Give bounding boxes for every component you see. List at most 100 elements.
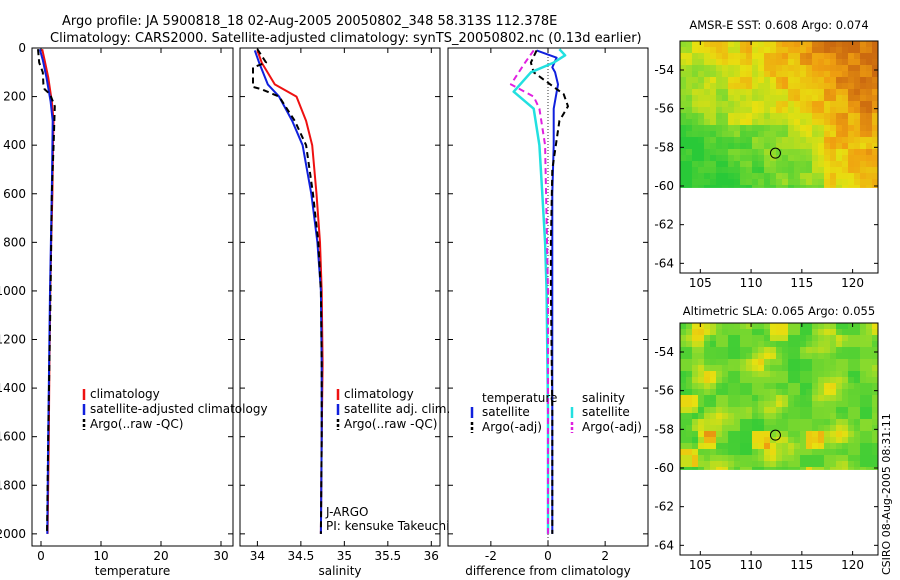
heatmap-cell — [764, 125, 770, 131]
heatmap-cell — [716, 41, 722, 47]
heatmap-cell — [770, 89, 776, 95]
heatmap-cell — [782, 149, 788, 155]
heatmap-cell — [794, 359, 800, 365]
heatmap-cell — [818, 359, 824, 365]
heatmap-cell — [740, 149, 746, 155]
heatmap-cell — [728, 377, 734, 383]
heatmap-cell — [836, 467, 842, 470]
heatmap-cell — [782, 395, 788, 401]
heatmap-cell — [764, 461, 770, 467]
heatmap-cell — [782, 125, 788, 131]
heatmap-cell — [800, 101, 806, 107]
heatmap-cell — [740, 347, 746, 353]
heatmap-cell — [854, 83, 860, 89]
heatmap-cell — [860, 329, 866, 335]
heatmap-cell — [722, 371, 728, 377]
heatmap-cell — [734, 359, 740, 365]
heatmap-cell — [740, 83, 746, 89]
heatmap-cell — [746, 173, 752, 179]
heatmap-cell — [764, 341, 770, 347]
heatmap-cell — [722, 347, 728, 353]
heatmap-cell — [758, 341, 764, 347]
heatmap-cell — [866, 419, 872, 425]
heatmap-cell — [788, 185, 794, 188]
heatmap-cell — [788, 467, 794, 470]
heatmap-cell — [710, 77, 716, 83]
heatmap-cell — [848, 413, 854, 419]
heatmap-cell — [848, 431, 854, 437]
heatmap-cell — [824, 89, 830, 95]
heatmap-cell — [692, 47, 698, 53]
heatmap-cell — [866, 185, 872, 188]
heatmap-cell — [692, 95, 698, 101]
heatmap-cell — [776, 389, 782, 395]
heatmap-cell — [872, 137, 878, 143]
heatmap-cell — [842, 101, 848, 107]
heatmap-cell — [740, 455, 746, 461]
heatmap-cell — [728, 131, 734, 137]
heatmap-cell — [806, 431, 812, 437]
heatmap-cell — [698, 143, 704, 149]
heatmap-cell — [728, 401, 734, 407]
heatmap-cell — [710, 113, 716, 119]
heatmap-cell — [728, 71, 734, 77]
heatmap-cell — [872, 41, 878, 47]
heatmap-cell — [854, 143, 860, 149]
heatmap-cell — [704, 377, 710, 383]
heatmap-cell — [686, 41, 692, 47]
heatmap-cell — [806, 95, 812, 101]
heatmap-cell — [686, 389, 692, 395]
heatmap-cell — [848, 53, 854, 59]
heatmap-cell — [692, 149, 698, 155]
heatmap-cell — [806, 461, 812, 467]
heatmap-cell — [728, 161, 734, 167]
heatmap-cell — [704, 413, 710, 419]
heatmap-cell — [860, 83, 866, 89]
heatmap-cell — [764, 107, 770, 113]
heatmap-cell — [770, 335, 776, 341]
heatmap-cell — [758, 131, 764, 137]
heatmap-cell — [842, 137, 848, 143]
heatmap-cell — [722, 413, 728, 419]
heatmap-cell — [770, 323, 776, 329]
heatmap-cell — [800, 95, 806, 101]
heatmap-cell — [740, 113, 746, 119]
heatmap-cell — [872, 395, 878, 401]
heatmap-cell — [710, 155, 716, 161]
heatmap-cell — [692, 113, 698, 119]
heatmap-cell — [866, 173, 872, 179]
heatmap-cell — [788, 65, 794, 71]
heatmap-cell — [782, 371, 788, 377]
heatmap-cell — [728, 425, 734, 431]
heatmap-cell — [716, 119, 722, 125]
y-tick-label: 1200 — [0, 333, 26, 347]
heatmap-cell — [866, 461, 872, 467]
legend-label: Argo(-adj) — [582, 420, 642, 434]
heatmap-cell — [818, 347, 824, 353]
heatmap-cell — [776, 167, 782, 173]
heatmap-cell — [770, 119, 776, 125]
heatmap-cell — [824, 107, 830, 113]
heatmap-cell — [746, 185, 752, 188]
heatmap-cell — [692, 335, 698, 341]
y-tick-label: 600 — [3, 187, 26, 201]
heatmap-cell — [692, 77, 698, 83]
heatmap-cell — [854, 149, 860, 155]
heatmap-cell — [788, 419, 794, 425]
heatmap-cell — [866, 59, 872, 65]
x-tick-label: 0 — [544, 549, 552, 563]
heatmap-cell — [818, 377, 824, 383]
heatmap-cell — [716, 155, 722, 161]
heatmap-cell — [806, 401, 812, 407]
heatmap-cell — [746, 323, 752, 329]
heatmap-cell — [698, 407, 704, 413]
heatmap-cell — [764, 119, 770, 125]
heatmap-cell — [806, 53, 812, 59]
heatmap-cell — [686, 467, 692, 470]
heatmap-cell — [782, 47, 788, 53]
heatmap-cell — [860, 449, 866, 455]
heatmap-cell — [698, 59, 704, 65]
heatmap-cell — [776, 347, 782, 353]
heatmap-cell — [854, 137, 860, 143]
heatmap-cell — [842, 401, 848, 407]
